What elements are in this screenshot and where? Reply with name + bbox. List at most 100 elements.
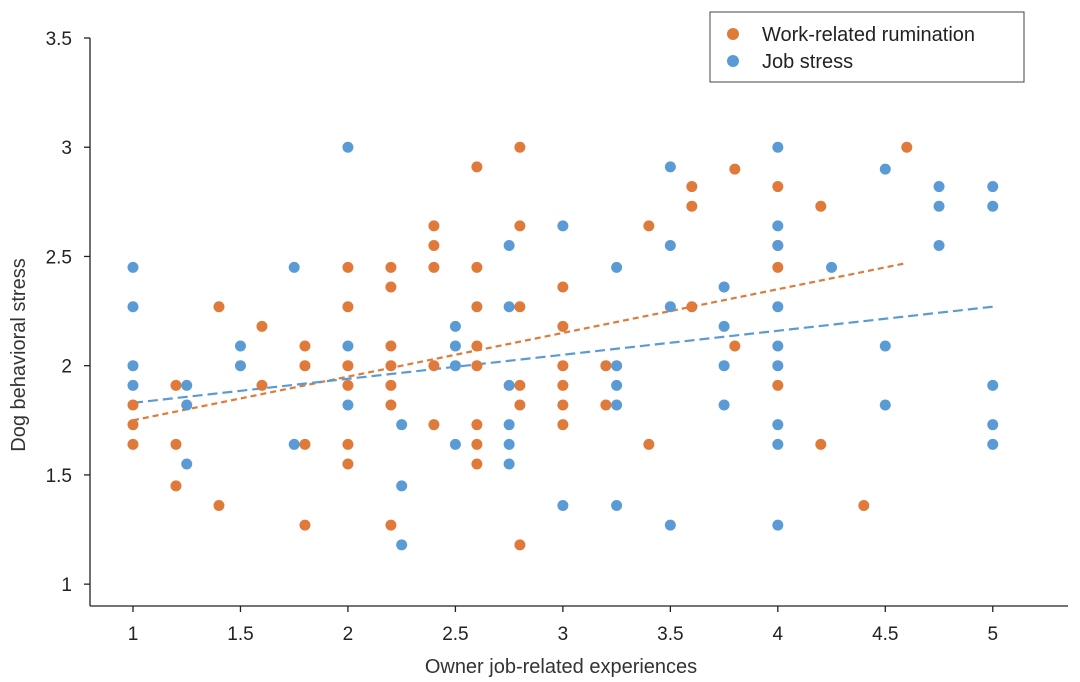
point-job-stress xyxy=(449,320,461,332)
point-job-stress xyxy=(127,360,139,372)
point-job-stress xyxy=(234,340,246,352)
x-tick-label: 1.5 xyxy=(227,624,253,645)
point-job-stress xyxy=(503,458,515,470)
point-rumination xyxy=(299,360,311,372)
point-rumination xyxy=(858,500,870,512)
trendline-rumination xyxy=(132,261,908,422)
point-job-stress xyxy=(288,261,300,273)
point-rumination xyxy=(342,438,354,450)
point-rumination xyxy=(600,399,612,411)
point-rumination xyxy=(772,379,784,391)
point-rumination xyxy=(170,379,182,391)
point-rumination xyxy=(471,419,483,431)
y-tick-label: 2 xyxy=(61,357,72,378)
point-rumination xyxy=(342,379,354,391)
point-rumination xyxy=(471,360,483,372)
point-rumination xyxy=(299,340,311,352)
point-rumination xyxy=(514,141,526,153)
point-job-stress xyxy=(879,163,891,175)
point-job-stress xyxy=(933,181,945,193)
point-rumination xyxy=(342,261,354,273)
point-rumination xyxy=(643,220,655,232)
point-job-stress xyxy=(181,379,193,391)
point-job-stress xyxy=(772,141,784,153)
point-job-stress xyxy=(611,500,623,512)
point-job-stress xyxy=(987,419,999,431)
point-job-stress xyxy=(718,281,730,293)
point-job-stress xyxy=(449,438,461,450)
point-rumination xyxy=(299,519,311,531)
point-rumination xyxy=(428,220,440,232)
point-job-stress xyxy=(127,301,139,313)
axes xyxy=(89,38,1068,607)
point-job-stress xyxy=(503,240,515,252)
point-job-stress xyxy=(987,438,999,450)
point-job-stress xyxy=(879,340,891,352)
point-job-stress xyxy=(503,379,515,391)
y-axis-title: Dog behavioral stress xyxy=(8,258,30,451)
point-rumination xyxy=(256,320,268,332)
point-job-stress xyxy=(449,340,461,352)
point-job-stress xyxy=(234,360,246,372)
point-job-stress xyxy=(772,419,784,431)
point-job-stress xyxy=(449,360,461,372)
point-rumination xyxy=(471,340,483,352)
point-job-stress xyxy=(396,419,408,431)
point-job-stress xyxy=(396,480,408,492)
point-rumination xyxy=(471,301,483,313)
point-job-stress xyxy=(772,240,784,252)
point-rumination xyxy=(385,360,397,372)
point-job-stress xyxy=(772,301,784,313)
point-rumination xyxy=(385,379,397,391)
point-job-stress xyxy=(933,240,945,252)
point-rumination xyxy=(127,419,139,431)
point-job-stress xyxy=(503,419,515,431)
x-tick-label: 1 xyxy=(128,624,139,645)
point-job-stress xyxy=(181,458,193,470)
point-rumination xyxy=(385,340,397,352)
trendlines xyxy=(132,261,993,422)
point-rumination xyxy=(299,438,311,450)
data-points xyxy=(127,141,999,551)
point-rumination xyxy=(514,399,526,411)
point-rumination xyxy=(557,379,569,391)
x-tick-label: 4 xyxy=(773,624,784,645)
trendline-job-stress xyxy=(132,305,993,404)
point-rumination xyxy=(600,360,612,372)
point-job-stress xyxy=(181,399,193,411)
point-rumination xyxy=(815,200,827,212)
point-job-stress xyxy=(772,519,784,531)
point-job-stress xyxy=(664,519,676,531)
y-tick-label: 2.5 xyxy=(46,247,72,268)
point-rumination xyxy=(815,438,827,450)
point-rumination xyxy=(557,419,569,431)
point-job-stress xyxy=(288,438,300,450)
point-rumination xyxy=(514,539,526,551)
point-job-stress xyxy=(611,379,623,391)
point-job-stress xyxy=(718,360,730,372)
x-tick-label: 5 xyxy=(987,624,998,645)
point-job-stress xyxy=(718,320,730,332)
point-rumination xyxy=(643,438,655,450)
point-rumination xyxy=(514,379,526,391)
point-job-stress xyxy=(933,200,945,212)
point-rumination xyxy=(256,379,268,391)
point-job-stress xyxy=(987,181,999,193)
point-rumination xyxy=(729,340,741,352)
point-rumination xyxy=(213,301,225,313)
point-job-stress xyxy=(772,438,784,450)
point-rumination xyxy=(471,161,483,173)
point-job-stress xyxy=(503,438,515,450)
point-job-stress xyxy=(987,200,999,212)
point-rumination xyxy=(385,281,397,293)
point-job-stress xyxy=(396,539,408,551)
point-job-stress xyxy=(127,379,139,391)
point-rumination xyxy=(428,261,440,273)
x-tick-label: 3 xyxy=(558,624,569,645)
point-rumination xyxy=(772,261,784,273)
point-job-stress xyxy=(664,240,676,252)
point-rumination xyxy=(514,220,526,232)
point-job-stress xyxy=(557,500,569,512)
point-rumination xyxy=(385,399,397,411)
